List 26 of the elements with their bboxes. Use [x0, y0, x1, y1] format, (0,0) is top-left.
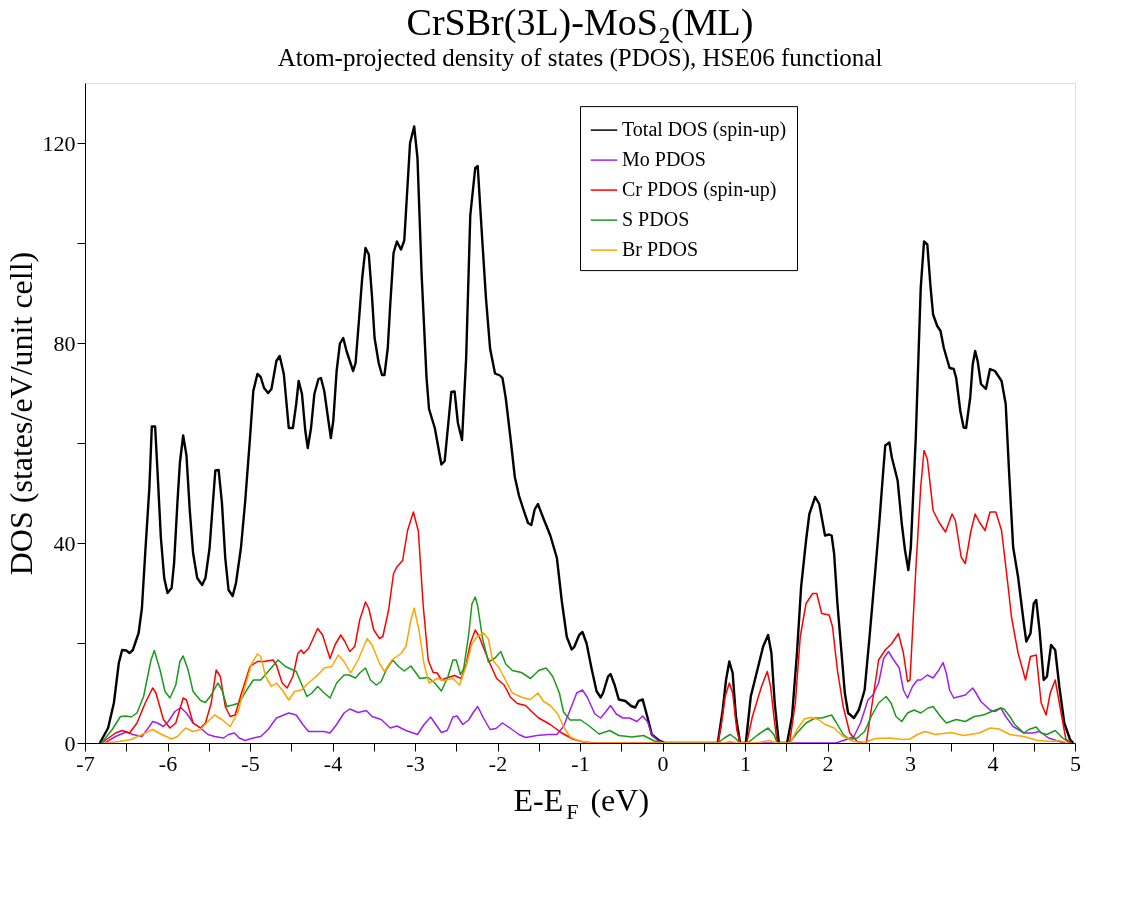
- x-tick-label: 3: [905, 750, 916, 776]
- x-tick-label: 4: [987, 750, 999, 776]
- x-tick-label: -2: [488, 750, 508, 776]
- x-tick-label: 5: [1070, 750, 1081, 776]
- x-tick-label: 0: [657, 750, 669, 776]
- y-tick-label: 0: [64, 730, 76, 756]
- x-tick-label: -7: [76, 750, 95, 776]
- legend-label: Mo PDOS: [622, 148, 706, 171]
- y-tick-label: 120: [42, 130, 76, 156]
- y-tick-label: 40: [53, 530, 76, 556]
- chart-subtitle: Atom-projected density of states (PDOS), HSE06 functional: [277, 44, 883, 72]
- x-tick-label: -6: [158, 750, 178, 776]
- legend-label: Br PDOS: [622, 238, 699, 261]
- y-axis-title: DOS (states/eV/unit cell): [2, 251, 39, 576]
- chart-title: CrSBr(3L)-MoS₂(ML): [406, 1, 754, 44]
- legend-label: Total DOS (spin-up): [622, 118, 787, 142]
- legend-label: Cr PDOS (spin-up): [622, 178, 777, 202]
- line-series: [104, 650, 1067, 743]
- x-tick-label: 1: [740, 750, 751, 776]
- x-tick-label: -1: [571, 750, 590, 776]
- x-tick-label: -4: [323, 750, 343, 776]
- x-tick-label: -3: [406, 750, 425, 776]
- legend-label: S PDOS: [622, 208, 690, 231]
- y-tick-label: 80: [53, 330, 76, 356]
- x-tick-label: 2: [822, 750, 834, 776]
- x-tick-label: -5: [241, 750, 260, 776]
